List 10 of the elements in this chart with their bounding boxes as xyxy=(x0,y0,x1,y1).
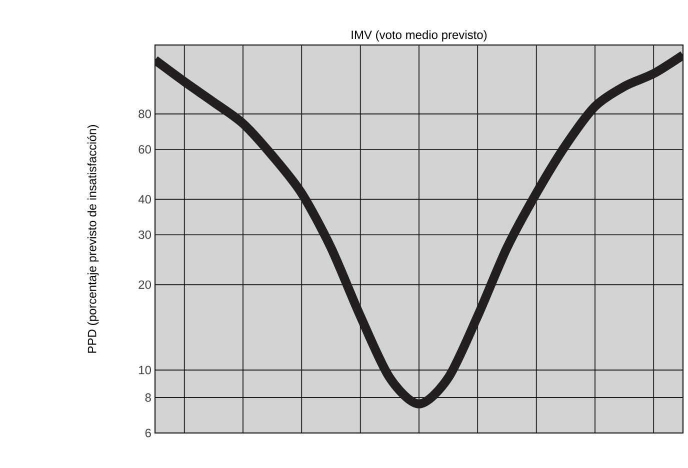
y-tick-label: 40 xyxy=(138,195,152,204)
y-tick-label: 60 xyxy=(138,145,152,154)
y-tick-label: 80 xyxy=(138,110,152,118)
y-tick-label: 30 xyxy=(138,230,152,239)
y-tick-label: 8 xyxy=(145,393,151,402)
y-tick-label: 6 xyxy=(145,428,151,438)
y-tick-label: 20 xyxy=(138,280,152,289)
x-axis-title: IMV (voto medio previsto) xyxy=(352,30,487,42)
y-axis-title: PPD (porcentaje previsto de insatisfacción) xyxy=(87,125,99,353)
y-tick-label: 10 xyxy=(139,366,152,374)
